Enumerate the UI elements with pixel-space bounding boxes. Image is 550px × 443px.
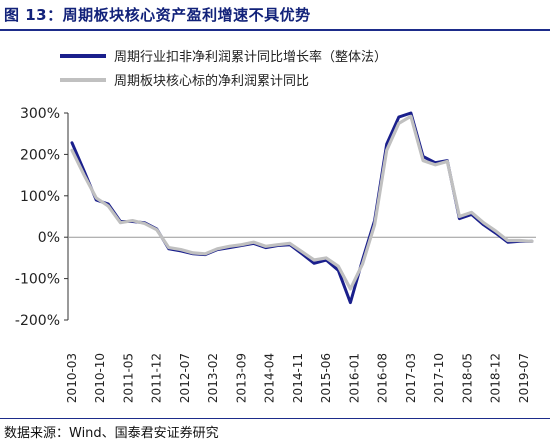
legend-label-series-1: 周期行业扣非净利润累计同比增长率（整体法）: [114, 50, 388, 65]
source-note: 数据来源：Wind、国泰君安证券研究: [4, 426, 219, 441]
x-tick-label-12: 2017-03: [404, 353, 418, 403]
title-bar: 图 13：周期板块核心资产盈利增速不具优势: [0, 0, 550, 31]
x-tick-label-4: 2012-07: [178, 353, 192, 403]
x-tick-label-14: 2018-05: [460, 353, 474, 403]
x-tick-label-11: 2016-08: [376, 353, 390, 403]
x-tick-label-9: 2015-06: [319, 353, 333, 403]
y-tick-label-5: 300%: [20, 106, 60, 122]
figure-title: 图 13：周期板块核心资产盈利增速不具优势: [4, 6, 311, 24]
x-tick-label-0: 2010-03: [65, 353, 79, 403]
title-underline: [0, 29, 550, 31]
x-tick-label-10: 2016-01: [347, 353, 361, 403]
x-tick-label-6: 2013-09: [234, 353, 248, 403]
x-tick-label-7: 2014-04: [263, 353, 277, 403]
series-line-2: [70, 114, 534, 291]
series-line-1: [70, 111, 534, 305]
legend-swatch-series-2: [60, 78, 106, 82]
legend-swatch-series-1: [60, 54, 106, 58]
y-tick-label-0: -200%: [15, 313, 60, 329]
y-tick-label-4: 200%: [20, 147, 60, 163]
y-tick-label-2: 0%: [38, 230, 60, 246]
legend-label-series-2: 周期板块核心标的净利润累计同比: [114, 74, 310, 89]
x-tick-label-5: 2013-02: [206, 353, 220, 403]
x-tick-label-16: 2019-07: [517, 353, 531, 403]
x-tick-label-1: 2010-10: [93, 353, 107, 403]
line-chart: -200% -100% 0% 100% 200% 300% 2010-03 2010-10 20…: [15, 106, 536, 403]
y-tick-label-3: 100%: [20, 189, 60, 205]
x-tick-label-8: 2014-11: [291, 353, 305, 403]
footer-rule: [0, 418, 550, 419]
x-tick-label-2: 2011-05: [121, 353, 135, 403]
x-tick-label-15: 2018-12: [489, 353, 503, 403]
x-tick-label-13: 2017-10: [432, 353, 446, 403]
y-tick-label-1: -100%: [15, 272, 60, 288]
x-tick-label-3: 2011-12: [150, 353, 164, 403]
